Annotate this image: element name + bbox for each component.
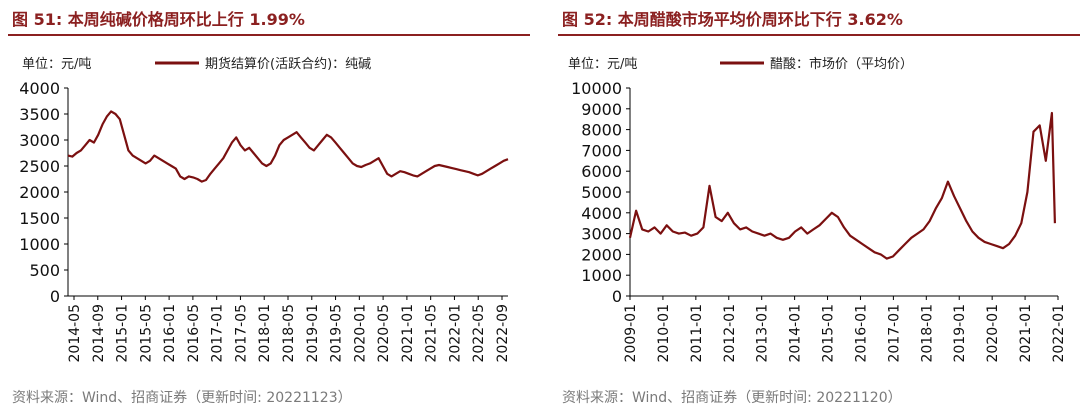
right-y-tick-label: 9000 [581, 100, 622, 119]
left-chart-title: 图 51: 本周纯碱价格周环比上行 1.99% [12, 10, 305, 29]
left-x-tick-label: 2022-05 [471, 304, 487, 363]
right-x-tick-label: 2013-01 [755, 304, 771, 363]
left-x-tick-label: 2016-05 [186, 304, 202, 363]
right-x-tick-label: 2014-01 [788, 304, 804, 363]
right-legend-label: 醋酸：市场价（平均价） [770, 56, 913, 72]
right-x-tick-label: 2015-01 [821, 304, 837, 363]
left-x-tick-label: 2014-05 [67, 304, 83, 363]
left-y-tick-label: 2000 [19, 183, 60, 202]
right-chart: 单位：元/吨 醋酸：市场价（平均价）01000200030004000500060… [568, 56, 1067, 363]
right-y-tick-label: 10000 [571, 79, 622, 98]
left-x-tick-label: 2018-05 [281, 304, 297, 363]
left-x-tick-label: 2020-01 [352, 304, 368, 363]
right-y-tick-label: 6000 [581, 162, 622, 181]
left-series-line [67, 110, 509, 183]
right-x-tick-label: 2011-01 [689, 304, 705, 363]
left-x-tick-label: 2017-05 [233, 304, 249, 363]
right-x-tick-label: 2019-01 [952, 304, 968, 363]
right-x-tick-label: 2020-01 [985, 304, 1001, 363]
left-unit-label: 单位：元/吨 [22, 57, 91, 72]
left-y-tick-label: 0 [50, 287, 60, 306]
left-legend-label: 期货结算价(活跃合约)：纯碱 [205, 56, 371, 72]
left-y-tick-label: 1000 [19, 235, 60, 254]
left-x-tick-label: 2016-01 [162, 304, 178, 363]
right-x-tick-label: 2016-01 [853, 304, 869, 363]
right-y-tick-label: 4000 [581, 204, 622, 223]
right-x-tick-label: 2018-01 [919, 304, 935, 363]
left-x-tick-label: 2014-09 [91, 304, 107, 363]
right-y-tick-label: 1000 [581, 266, 622, 285]
left-x-tick-label: 2021-01 [400, 304, 416, 363]
left-x-tick-label: 2015-01 [115, 304, 131, 363]
right-series-line [628, 111, 1056, 260]
left-y-tick-label: 1500 [19, 209, 60, 228]
left-x-tick-label: 2021-05 [424, 304, 440, 363]
right-chart-panel: 图 52: 本周醋酸市场平均价周环比下行 3.62% 单位：元/吨 醋酸：市场价（… [550, 0, 1080, 414]
left-y-tick-label: 3000 [19, 131, 60, 150]
left-y-tick-label: 2500 [19, 157, 60, 176]
left-y-tick-label: 3500 [19, 105, 60, 124]
left-x-tick-label: 2018-01 [257, 304, 273, 363]
left-chart-panel: 图 51: 本周纯碱价格周环比上行 1.99% 单位：元/吨 期货结算价(活跃合约… [0, 0, 530, 414]
left-source-note: 资料来源：Wind、招商证券（更新时间: 20221123） [12, 390, 352, 406]
right-x-tick-label: 2017-01 [886, 304, 902, 363]
right-y-tick-label: 0 [612, 287, 622, 306]
right-x-tick-label: 2010-01 [656, 304, 672, 363]
right-y-tick-label: 3000 [581, 225, 622, 244]
left-x-tick-label: 2020-05 [376, 304, 392, 363]
left-x-tick-label: 2017-01 [210, 304, 226, 363]
left-chart: 单位：元/吨 期货结算价(活跃合约)：纯碱 0 500 1000 1500 2000 2500… [19, 56, 511, 363]
right-title-divider [558, 34, 1080, 36]
right-y-tick-label: 8000 [581, 121, 622, 140]
left-x-tick-label: 2022-01 [447, 304, 463, 363]
right-y-tick-label: 2000 [581, 245, 622, 264]
left-title-divider [8, 34, 530, 36]
right-x-tick-label: 2021-01 [1018, 304, 1034, 363]
left-y-tick-label: 500 [29, 261, 60, 280]
left-y-tick-label: 4000 [19, 79, 60, 98]
left-x-tick-label: 2019-01 [305, 304, 321, 363]
right-x-tick-label: 2012-01 [722, 304, 738, 363]
right-source-note: 资料来源：Wind、招商证券（更新时间: 20221120） [562, 390, 902, 406]
right-x-tick-label: 2022-01 [1051, 304, 1067, 363]
left-x-tick-label: 2022-09 [495, 304, 511, 363]
right-x-tick-label: 2009-01 [623, 304, 639, 363]
right-y-tick-label: 7000 [581, 141, 622, 160]
left-x-tick-label: 2019-05 [329, 304, 345, 363]
right-unit-label: 单位：元/吨 [568, 57, 637, 72]
left-x-tick-label: 2015-05 [138, 304, 154, 363]
right-y-tick-label: 5000 [581, 183, 622, 202]
right-chart-title: 图 52: 本周醋酸市场平均价周环比下行 3.62% [562, 10, 903, 29]
